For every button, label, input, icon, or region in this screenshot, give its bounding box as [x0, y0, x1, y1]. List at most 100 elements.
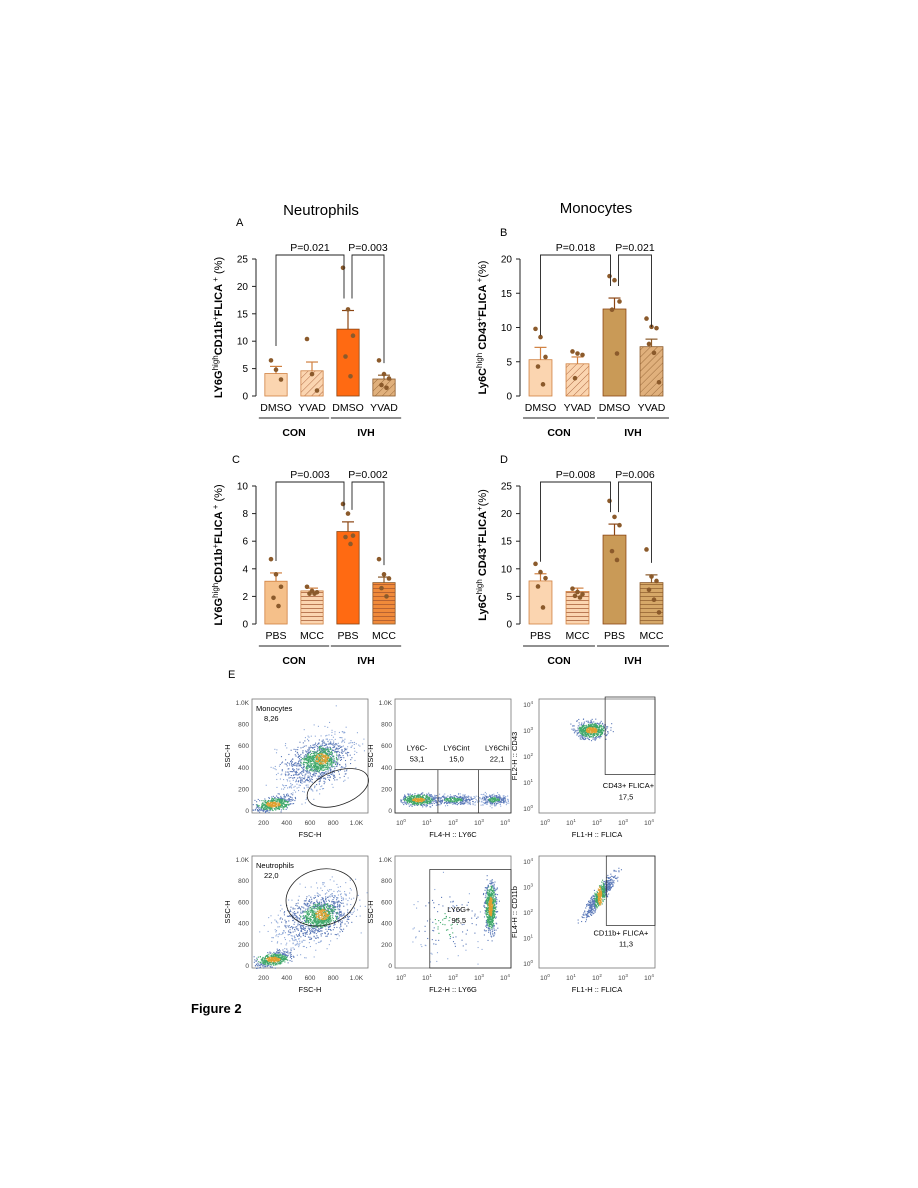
event-dot	[323, 745, 325, 747]
event-dot	[271, 808, 273, 810]
y-tick-label: 600	[381, 743, 392, 750]
event-dot	[313, 798, 315, 800]
event-dot	[421, 797, 423, 799]
event-dot	[322, 771, 324, 773]
event-dot	[467, 795, 469, 797]
event-dot	[257, 965, 259, 967]
event-dot	[440, 800, 442, 802]
event-dot	[580, 730, 582, 733]
event-dot	[278, 954, 280, 956]
y-axis-label-part: +	[475, 543, 484, 548]
event-dot	[269, 804, 271, 806]
event-dot	[253, 956, 255, 958]
event-dot	[313, 756, 316, 758]
event-dot	[324, 751, 326, 753]
event-dot	[283, 799, 285, 801]
event-dot	[601, 732, 604, 734]
event-dot	[267, 805, 269, 807]
event-dot	[328, 760, 330, 762]
event-dot	[278, 798, 280, 800]
event-dot	[492, 802, 494, 804]
gate-name: LY6C-	[407, 743, 428, 752]
event-dot	[324, 903, 326, 905]
event-dot	[305, 758, 307, 760]
event-dot	[333, 776, 335, 778]
event-dot	[343, 775, 345, 777]
event-dot	[478, 800, 480, 802]
event-dot	[332, 750, 334, 752]
data-point	[656, 610, 662, 615]
event-dot	[593, 726, 595, 728]
event-dot	[330, 741, 332, 743]
event-dot	[268, 917, 270, 919]
event-dot	[338, 773, 340, 775]
event-dot	[323, 754, 325, 756]
event-dot	[457, 792, 460, 795]
event-dot	[274, 804, 276, 806]
event-dot	[599, 734, 601, 736]
event-dot	[583, 726, 585, 728]
gate-name: Monocytes	[256, 704, 293, 713]
event-dot	[307, 902, 309, 905]
event-dot	[590, 734, 592, 736]
event-dot	[459, 799, 461, 801]
event-dot	[331, 893, 333, 895]
event-dot	[427, 802, 429, 804]
event-dot	[494, 805, 496, 807]
event-dot	[308, 778, 311, 780]
y-axis-label-part: +	[211, 316, 220, 321]
event-dot	[327, 917, 329, 919]
event-dot	[308, 911, 310, 913]
event-dot	[577, 733, 579, 735]
event-dot	[505, 801, 507, 803]
event-dot	[328, 774, 330, 777]
event-dot	[589, 722, 591, 724]
event-dot	[255, 960, 257, 962]
event-dot	[271, 799, 273, 801]
event-dot	[284, 924, 286, 926]
event-dot	[306, 778, 308, 780]
event-dot	[298, 760, 300, 762]
event-dot	[310, 780, 312, 782]
event-dot	[321, 760, 323, 762]
event-dot	[482, 794, 484, 796]
event-dot	[447, 798, 449, 800]
event-dot	[298, 773, 300, 775]
event-dot	[293, 789, 295, 791]
event-dot	[596, 733, 598, 735]
event-dot	[592, 731, 594, 733]
event-dot	[300, 753, 302, 756]
plot-frame	[394, 698, 512, 814]
event-dot	[295, 903, 297, 905]
event-dot	[319, 904, 321, 906]
event-dot	[284, 806, 286, 808]
event-dot	[272, 799, 274, 801]
event-dot	[299, 765, 301, 767]
event-dot	[280, 960, 282, 962]
event-dot	[611, 723, 613, 725]
event-dot	[322, 755, 324, 757]
event-dot	[279, 805, 281, 807]
event-dot	[262, 809, 264, 811]
event-dot	[295, 934, 297, 936]
event-dot	[589, 724, 591, 726]
event-dot	[429, 806, 431, 808]
event-dot	[314, 905, 316, 907]
event-dot	[305, 766, 307, 768]
event-dot	[589, 725, 591, 728]
event-dot	[428, 792, 430, 794]
event-dot	[431, 800, 433, 802]
event-dot	[429, 801, 431, 803]
event-dot	[306, 760, 308, 762]
event-dot	[330, 759, 332, 761]
event-dot	[416, 801, 418, 803]
event-dot	[582, 738, 584, 740]
event-dot	[286, 780, 289, 782]
event-dot	[461, 798, 463, 800]
event-dot	[450, 802, 452, 804]
event-dot	[424, 800, 426, 802]
event-dot	[320, 735, 322, 737]
event-dot	[260, 807, 262, 809]
data-point	[268, 556, 274, 562]
data-point	[340, 265, 346, 271]
